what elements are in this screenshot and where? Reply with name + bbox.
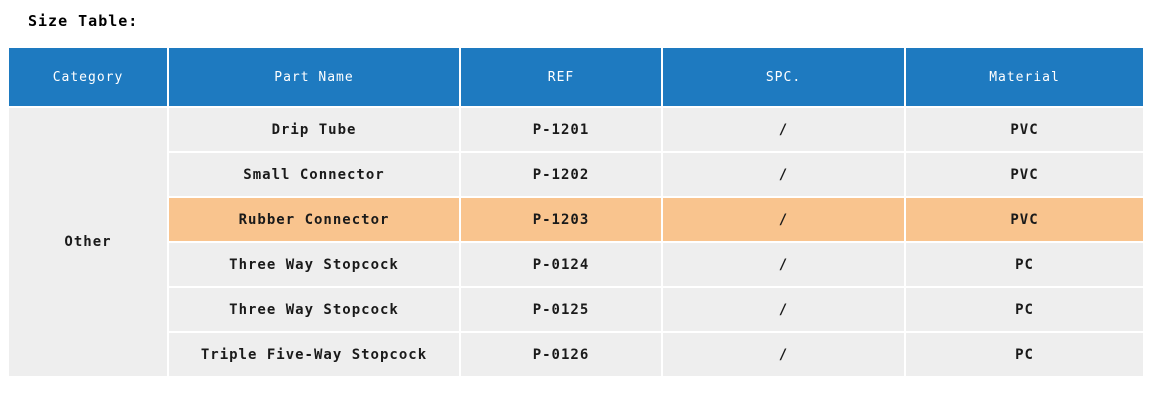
table-row: Three Way Stopcock P-0125 / PC: [9, 288, 1143, 331]
spc-cell: /: [663, 243, 904, 286]
spc-cell: /: [663, 333, 904, 376]
ref-cell: P-0125: [461, 288, 661, 331]
part-name-cell: Small Connector: [169, 153, 459, 196]
material-cell: PVC: [906, 153, 1143, 196]
part-name-cell: Three Way Stopcock: [169, 288, 459, 331]
part-name-cell: Three Way Stopcock: [169, 243, 459, 286]
material-cell: PVC: [906, 198, 1143, 241]
spc-cell: /: [663, 108, 904, 151]
part-name-cell: Drip Tube: [169, 108, 459, 151]
part-name-cell: Triple Five-Way Stopcock: [169, 333, 459, 376]
ref-cell: P-0126: [461, 333, 661, 376]
material-cell: PVC: [906, 108, 1143, 151]
header-row: Category Part Name REF SPC. Material: [9, 48, 1143, 106]
part-name-cell: Rubber Connector: [169, 198, 459, 241]
ref-cell: P-1202: [461, 153, 661, 196]
ref-cell: P-1201: [461, 108, 661, 151]
column-header-material: Material: [906, 48, 1143, 106]
table-row: Rubber Connector P-1203 / PVC: [9, 198, 1143, 241]
material-cell: PC: [906, 333, 1143, 376]
table-row: Triple Five-Way Stopcock P-0126 / PC: [9, 333, 1143, 376]
size-table: Category Part Name REF SPC. Material Oth…: [7, 46, 1145, 378]
column-header-category: Category: [9, 48, 167, 106]
table-row: Small Connector P-1202 / PVC: [9, 153, 1143, 196]
column-header-ref: REF: [461, 48, 661, 106]
spc-cell: /: [663, 198, 904, 241]
material-cell: PC: [906, 288, 1143, 331]
category-cell: Other: [9, 108, 167, 376]
column-header-spc: SPC.: [663, 48, 904, 106]
page-title: Size Table:: [28, 12, 139, 30]
table-row: Three Way Stopcock P-0124 / PC: [9, 243, 1143, 286]
material-cell: PC: [906, 243, 1143, 286]
table-row: Other Drip Tube P-1201 / PVC: [9, 108, 1143, 376]
ref-cell: P-0124: [461, 243, 661, 286]
spc-cell: /: [663, 153, 904, 196]
column-header-part-name: Part Name: [169, 48, 459, 106]
ref-cell: P-1203: [461, 198, 661, 241]
spc-cell: /: [663, 288, 904, 331]
